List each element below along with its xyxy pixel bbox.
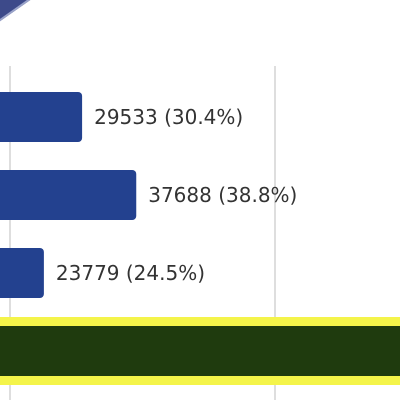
bar-1 — [0, 92, 83, 142]
highlight-bar — [0, 326, 400, 376]
bar-3 — [0, 248, 44, 298]
data-label-3: 23779 (24.5%) — [56, 261, 205, 285]
bar-2 — [0, 170, 137, 220]
data-label-2: 37688 (38.8%) — [148, 183, 297, 207]
data-label-1: 29533 (30.4%) — [94, 105, 243, 129]
